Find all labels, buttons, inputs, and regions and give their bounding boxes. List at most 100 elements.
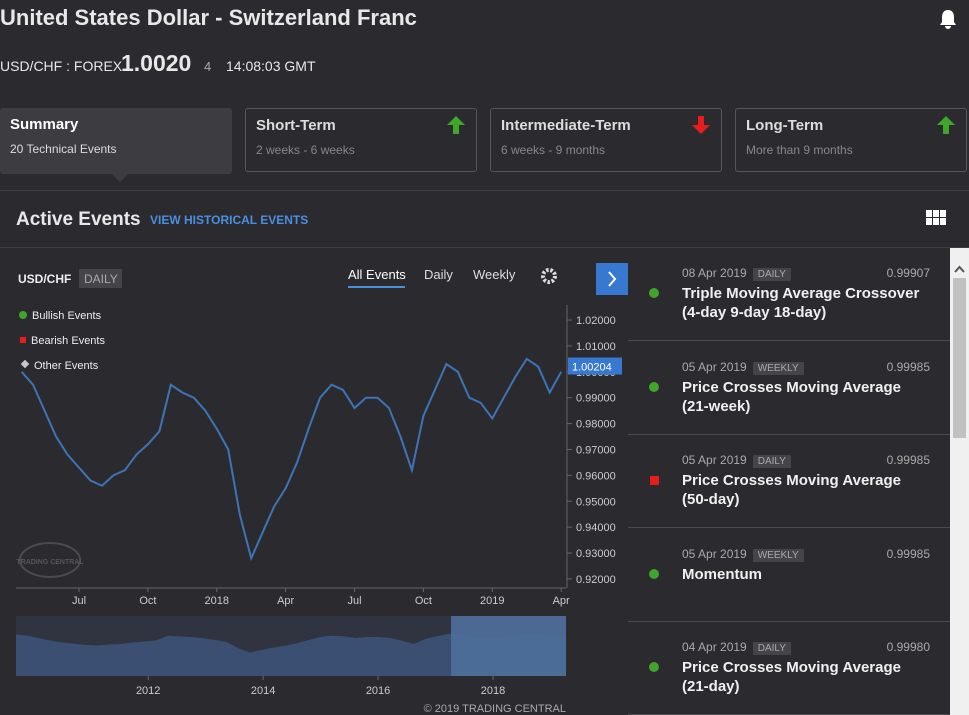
event-value: 0.99907 xyxy=(886,266,930,280)
filter[interactable]: All Events xyxy=(348,267,406,282)
trend-arrow xyxy=(447,116,465,134)
filter[interactable]: Daily xyxy=(424,267,453,282)
event-period: WEEKLY xyxy=(752,361,804,375)
legend-label: Bearish Events xyxy=(31,335,105,347)
filter[interactable]: Weekly xyxy=(473,267,516,282)
event-title: Triple Moving Average Crossover (4-day 9… xyxy=(682,285,920,321)
y-tick-label: 0.98000 xyxy=(576,419,616,431)
period: DAILY xyxy=(84,272,118,286)
event-period: DAILY xyxy=(752,642,791,655)
y-tick-label: 0.94000 xyxy=(576,522,616,534)
y-tick-label: 0.92000 xyxy=(576,574,616,586)
x-tick-label: Jul xyxy=(347,595,361,607)
y-tick-label: 1.01000 xyxy=(576,341,616,353)
event-date: 05 Apr 2019 WEEKLY xyxy=(682,547,804,562)
y-tick-label: 0.97000 xyxy=(576,444,616,456)
legend-marker xyxy=(20,337,26,343)
page-title: United States Dollar - Switzerland Franc xyxy=(0,5,417,30)
tab[interactable]: Short-Term 2 weeks - 6 weeks xyxy=(245,108,477,172)
tab-subtitle: 20 Technical Events xyxy=(10,142,117,156)
x-tick-label: Oct xyxy=(415,595,432,607)
tab-pointer xyxy=(112,174,128,182)
y-tick-label: 1.02000 xyxy=(576,315,616,327)
tab[interactable]: Summary 20 Technical Events xyxy=(0,108,232,182)
bell-icon[interactable] xyxy=(938,8,958,30)
trend-arrow xyxy=(937,116,955,134)
x-tick-label: Apr xyxy=(277,595,294,607)
event-date: 05 Apr 2019 WEEKLY xyxy=(682,360,804,375)
legend-marker xyxy=(20,359,30,369)
event-date: 05 Apr 2019 DAILY xyxy=(682,453,791,468)
legend-marker xyxy=(19,311,27,319)
event-item[interactable]: 05 Apr 2019 DAILY 0.99985 Price Crosses Mov… xyxy=(628,435,950,528)
event-item[interactable]: 08 Apr 2019 DAILY 0.99907 Triple Moving Ave… xyxy=(628,248,950,341)
event-marker xyxy=(649,568,659,579)
copyright: © 2019 TRADING CENTRAL xyxy=(424,703,566,715)
x-tick-label: 2019 xyxy=(480,595,504,607)
historical-link[interactable]: VIEW HISTORICAL EVENTS xyxy=(150,213,309,227)
filter-underline xyxy=(348,286,405,288)
arrow xyxy=(937,116,955,134)
y-tick-label: 0.93000 xyxy=(576,548,616,560)
x-tick-label: Apr xyxy=(553,595,570,607)
next-button[interactable] xyxy=(596,263,628,295)
scrollbar[interactable] xyxy=(950,248,969,715)
watermark: TRADING CENTRAL xyxy=(16,559,84,566)
grid-icon[interactable] xyxy=(926,210,946,226)
current-price-bg xyxy=(568,357,622,375)
event-value: 0.99980 xyxy=(886,640,930,654)
price: 1.0020 xyxy=(121,50,192,76)
event-date: 04 Apr 2019 DAILY xyxy=(682,640,791,655)
tab-title: Long-Term xyxy=(746,117,824,134)
y-tick-label: 0.95000 xyxy=(576,496,616,508)
event-title: Price Crosses Moving Average (50-day) xyxy=(682,472,901,508)
next-arrow xyxy=(608,271,617,287)
navigator-area xyxy=(16,633,566,676)
time: 14:08:03 GMT xyxy=(226,58,316,74)
tab-title: Intermediate-Term xyxy=(501,117,631,134)
event-marker xyxy=(650,476,659,485)
event-item[interactable]: 04 Apr 2019 DAILY 0.99980 Price Crosses Mov… xyxy=(628,622,950,715)
navigator-tick-label: 2018 xyxy=(481,685,505,697)
event-item[interactable]: 05 Apr 2019 WEEKLY 0.99985 Momentum xyxy=(628,529,950,622)
tab-title: Summary xyxy=(10,116,79,133)
chart: USD/CHF DAILY All Events Daily Weekly TRADING… xyxy=(0,248,628,715)
x-tick-label: 2018 xyxy=(205,595,229,607)
event-title: Momentum xyxy=(682,565,762,583)
period-bg xyxy=(79,269,122,288)
x-tick-label: Jul xyxy=(72,595,86,607)
section-title: Active Events xyxy=(16,209,141,230)
event-title: Price Crosses Moving Average (21-day) xyxy=(682,659,901,695)
event-marker xyxy=(649,662,659,672)
settings-icon xyxy=(541,268,557,284)
legend-label: Other Events xyxy=(34,360,99,372)
event-value: 0.99985 xyxy=(886,453,930,467)
navigator-tick-label: 2014 xyxy=(251,685,275,697)
x-tick-label: Oct xyxy=(139,595,156,607)
event-period: DAILY xyxy=(752,455,791,468)
event-period: WEEKLY xyxy=(752,548,804,562)
y-tick-label: 0.96000 xyxy=(576,470,616,482)
tab[interactable]: Long-Term More than 9 months xyxy=(735,108,967,172)
price-suffix: 4 xyxy=(204,59,212,74)
arrow xyxy=(447,116,465,134)
event-value: 0.99985 xyxy=(886,546,930,561)
tab-subtitle: More than 9 months xyxy=(746,143,853,157)
navigator-tick-label: 2012 xyxy=(136,685,160,697)
tab-subtitle: 2 weeks - 6 weeks xyxy=(256,143,355,157)
event-item[interactable]: 05 Apr 2019 WEEKLY 0.99985 Price Crosses Mo… xyxy=(628,342,950,435)
symbol: USD/CHF xyxy=(18,272,71,286)
event-period: DAILY xyxy=(752,268,791,281)
price-line xyxy=(20,357,563,562)
tab-title: Short-Term xyxy=(256,117,336,134)
event-date: 08 Apr 2019 DAILY xyxy=(682,266,791,281)
trend-arrow xyxy=(692,116,710,134)
navigator-window xyxy=(451,616,566,676)
event-value: 0.99985 xyxy=(886,359,930,374)
watermark-logo xyxy=(19,542,81,578)
pair: USD/CHF : FOREX xyxy=(0,58,123,74)
tab[interactable]: Intermediate-Term 6 weeks - 9 months xyxy=(490,108,722,172)
tab-subtitle: 6 weeks - 9 months xyxy=(501,143,606,157)
event-title: Price Crosses Moving Average (21-week) xyxy=(682,378,901,415)
